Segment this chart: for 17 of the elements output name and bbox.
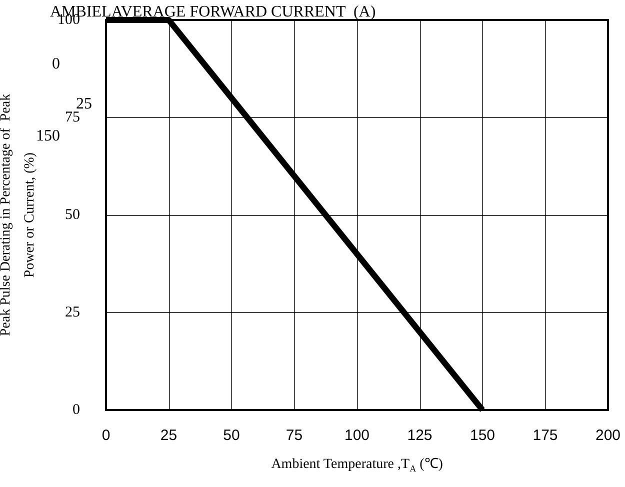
text: 25 bbox=[76, 96, 92, 112]
x-tick-label: 150 bbox=[470, 427, 496, 444]
x-tick-label: 100 bbox=[344, 427, 370, 444]
x-tick-label: 175 bbox=[532, 427, 558, 444]
text: 150 bbox=[36, 128, 60, 144]
x-tick-label: 75 bbox=[286, 427, 303, 444]
y-tick-label: 75 bbox=[65, 110, 80, 126]
x-tick-label: 50 bbox=[223, 427, 240, 444]
y-axis-title: Peak Pulse Derating in Percentage of Peak Power or Current, (%) bbox=[0, 94, 38, 336]
y-tick-label: 25 bbox=[65, 304, 80, 320]
x-tick-label: 25 bbox=[160, 427, 178, 444]
y-tick-label: 50 bbox=[65, 207, 80, 223]
x-tick-label: 200 bbox=[595, 427, 621, 444]
x-tick-label: 0 bbox=[102, 427, 110, 444]
x-tick-label: 125 bbox=[407, 427, 432, 444]
text: 0 bbox=[52, 56, 60, 72]
y-tick-label: 0 bbox=[72, 402, 80, 418]
